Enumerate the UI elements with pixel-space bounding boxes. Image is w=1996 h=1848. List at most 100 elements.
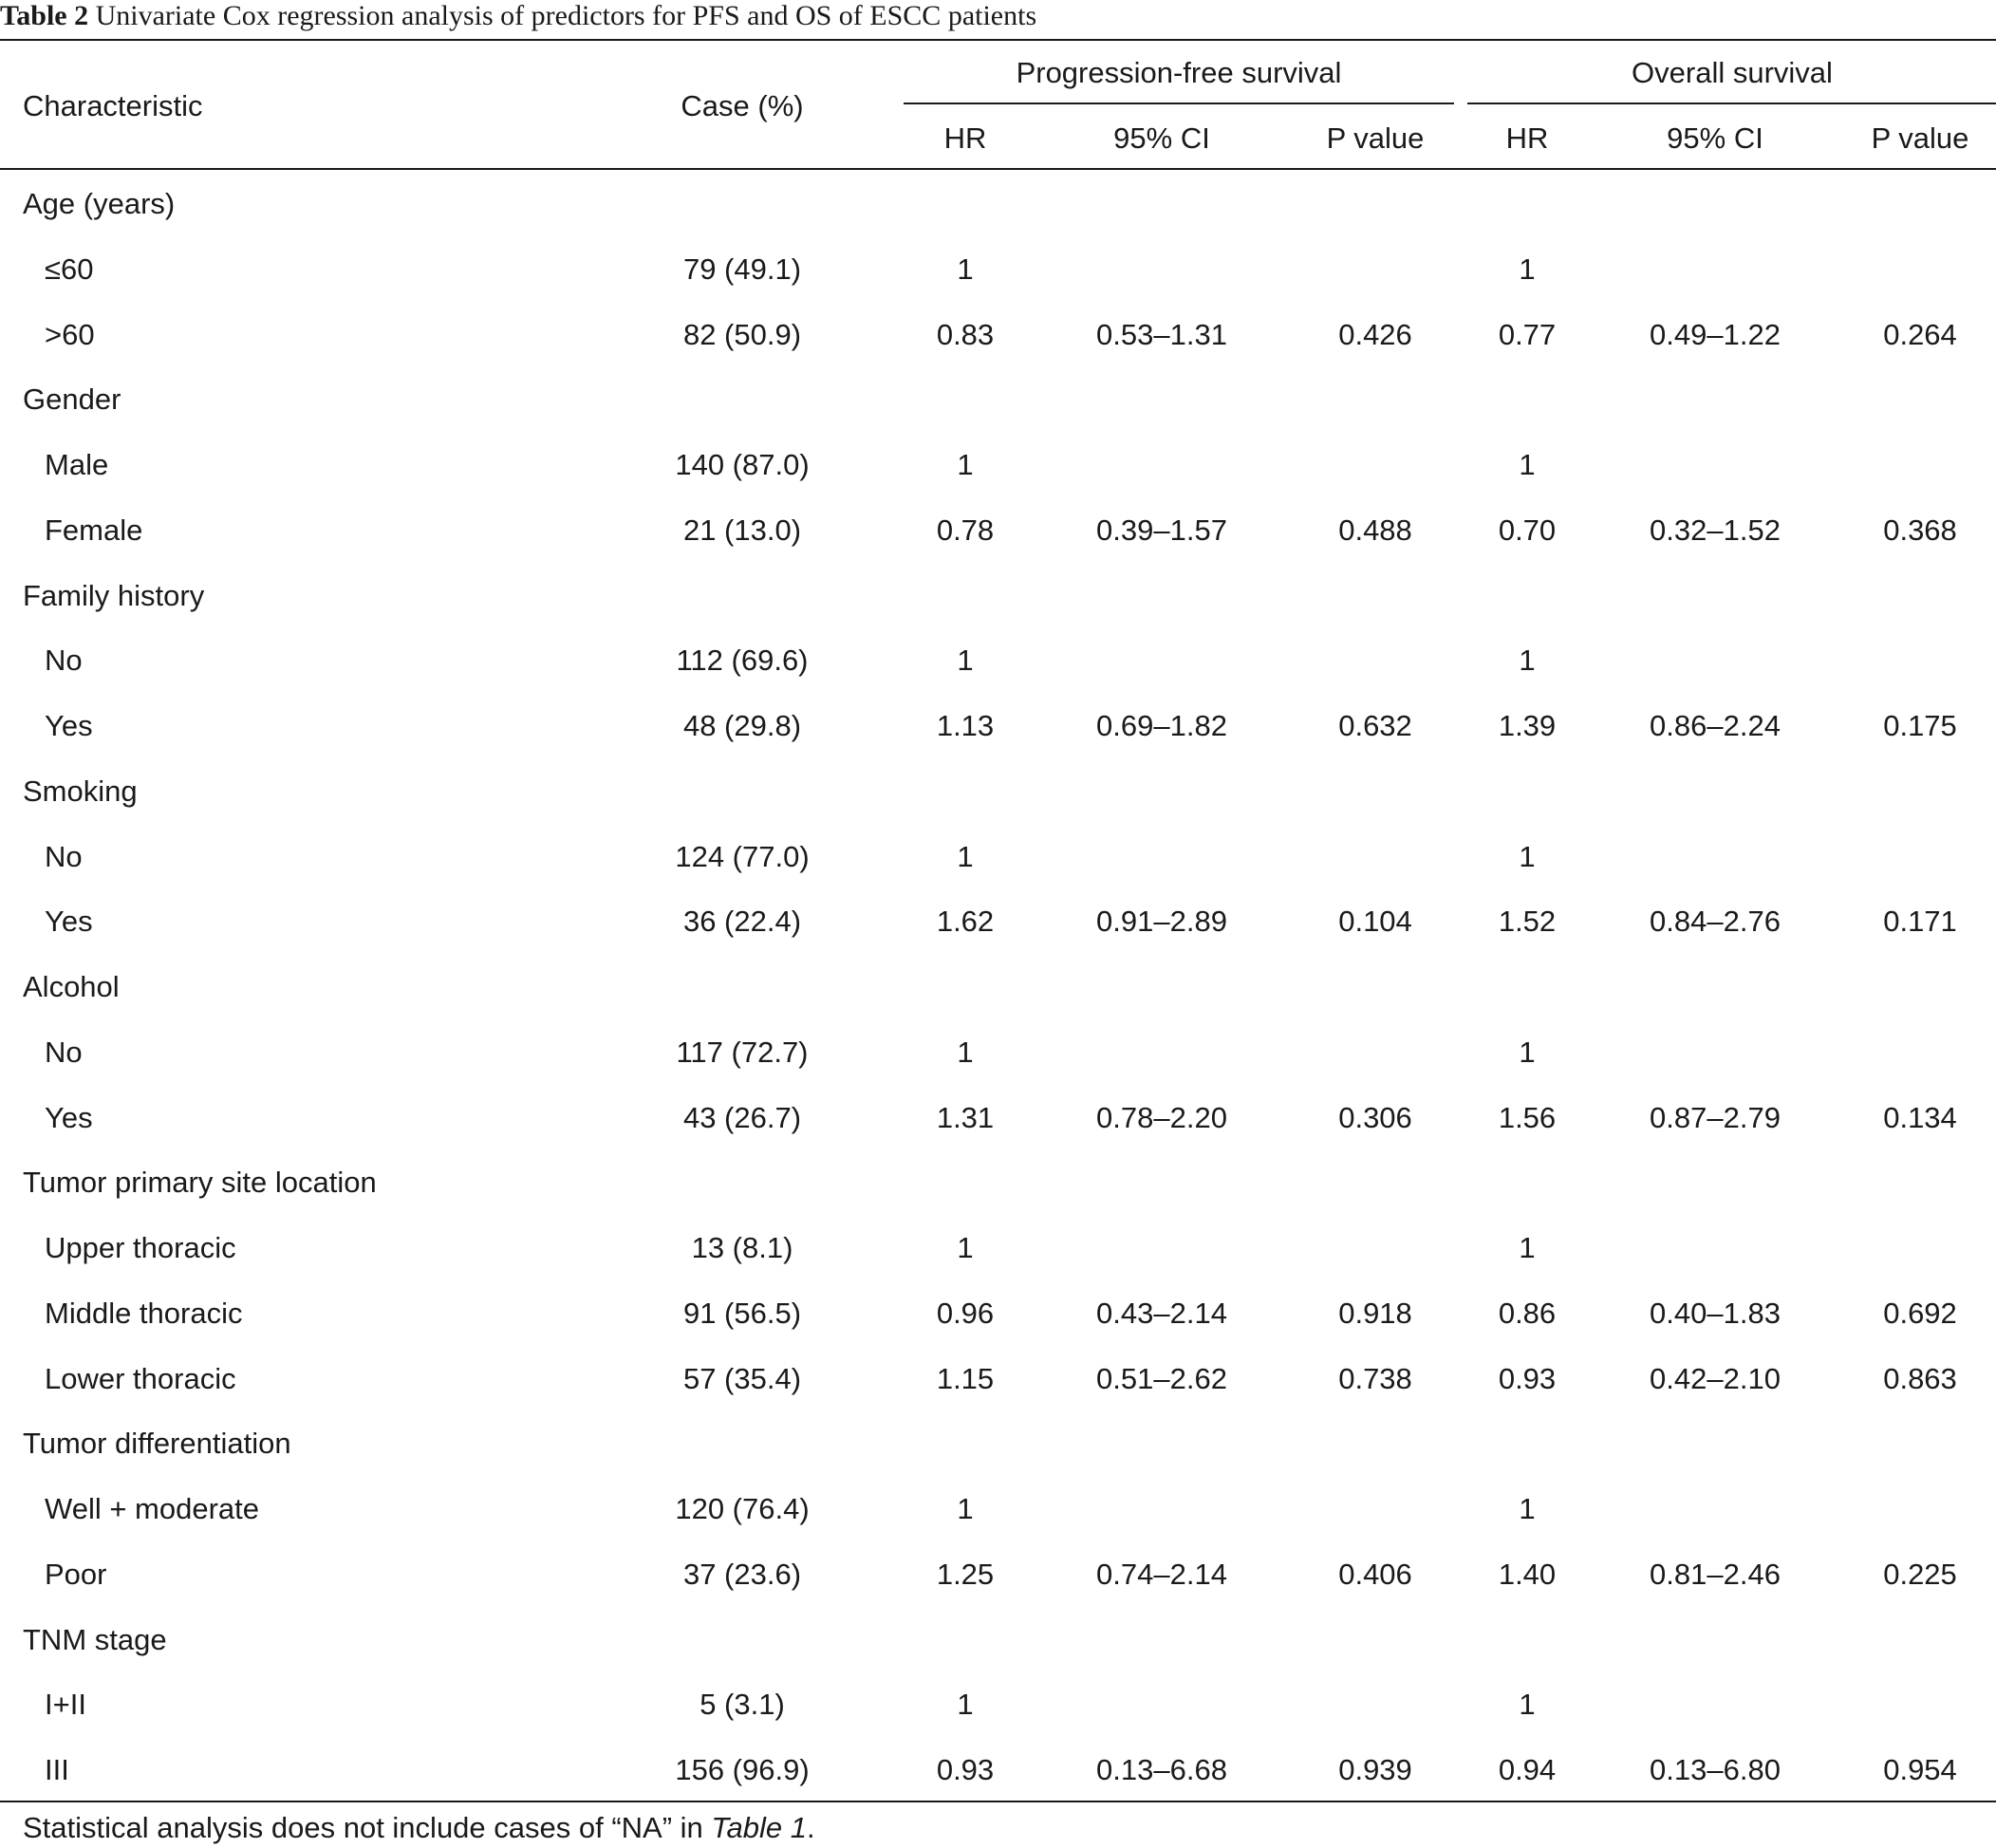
row-label: Yes	[45, 1101, 93, 1134]
cell-pfs-hr: 1	[957, 1688, 974, 1721]
table-caption: Table 2 Univariate Cox regression analys…	[0, 0, 1036, 36]
cell-os-ci: 0.42–2.10	[1650, 1362, 1781, 1395]
cell-os-hr: 1.56	[1498, 1101, 1557, 1134]
footnote-table-ref: Table 1	[711, 1811, 807, 1844]
cell-os-hr: 0.93	[1498, 1362, 1557, 1395]
cell-pfs-hr: 1.15	[936, 1362, 995, 1395]
cell-case: 36 (22.4)	[682, 905, 802, 938]
row-label: Upper thoracic	[45, 1231, 236, 1264]
cell-os-p: 0.225	[1883, 1558, 1957, 1591]
row-label: Lower thoracic	[45, 1362, 236, 1395]
cell-os-hr: 0.77	[1498, 318, 1557, 351]
os-group-rule	[1467, 103, 1996, 104]
group-label: Alcohol	[23, 970, 120, 1003]
cell-pfs-hr: 1.13	[936, 709, 995, 742]
cell-os-p: 0.954	[1883, 1753, 1957, 1786]
cell-pfs-ci: 0.43–2.14	[1096, 1297, 1227, 1330]
cell-pfs-p: 0.632	[1338, 709, 1412, 742]
cell-case: 120 (76.4)	[675, 1492, 810, 1525]
cell-os-ci: 0.40–1.83	[1650, 1297, 1781, 1330]
cell-pfs-ci: 0.74–2.14	[1096, 1558, 1227, 1591]
cell-pfs-p: 0.738	[1338, 1362, 1412, 1395]
cell-os-ci: 0.32–1.52	[1650, 513, 1781, 547]
row-label: ≤60	[45, 252, 94, 286]
cell-os-ci: 0.81–2.46	[1650, 1558, 1781, 1591]
cell-case: 37 (23.6)	[682, 1558, 802, 1591]
header-group-os: Overall survival	[1632, 56, 1833, 89]
table-title: Univariate Cox regression analysis of pr…	[95, 0, 1037, 31]
bottom-rule	[0, 1801, 1996, 1802]
footnote: Statistical analysis does not include ca…	[23, 1811, 815, 1845]
header-os-p: P value	[1871, 121, 1969, 155]
cell-os-p: 0.171	[1883, 905, 1957, 938]
cell-pfs-ci: 0.91–2.89	[1096, 905, 1227, 938]
row-label: III	[45, 1753, 69, 1786]
row-label: >60	[45, 318, 95, 351]
cell-pfs-ci: 0.69–1.82	[1096, 709, 1227, 742]
cell-case: 79 (49.1)	[682, 252, 802, 286]
cell-os-p: 0.368	[1883, 513, 1957, 547]
row-label: No	[45, 644, 83, 677]
cell-pfs-p: 0.939	[1338, 1753, 1412, 1786]
pfs-group-rule	[904, 103, 1454, 104]
row-label: Male	[45, 448, 109, 481]
cell-case: 140 (87.0)	[675, 448, 810, 481]
top-rule	[0, 39, 1996, 41]
cell-os-p: 0.134	[1883, 1101, 1957, 1134]
cell-os-p: 0.863	[1883, 1362, 1957, 1395]
cell-os-hr: 1	[1519, 448, 1536, 481]
cell-os-ci: 0.49–1.22	[1650, 318, 1781, 351]
header-case: Case (%)	[681, 89, 804, 122]
cell-pfs-hr: 1.31	[936, 1101, 995, 1134]
cell-pfs-hr: 1.62	[936, 905, 995, 938]
row-label: Female	[45, 513, 143, 547]
header-os-hr: HR	[1505, 121, 1549, 155]
header-pfs-p: P value	[1326, 121, 1425, 155]
cell-pfs-hr: 0.78	[936, 513, 995, 547]
cell-os-p: 0.692	[1883, 1297, 1957, 1330]
cell-pfs-hr: 1.25	[936, 1558, 995, 1591]
cell-pfs-ci: 0.39–1.57	[1096, 513, 1227, 547]
cell-os-hr: 1	[1519, 252, 1536, 286]
cell-os-hr: 0.94	[1498, 1753, 1557, 1786]
cell-os-hr: 1.52	[1498, 905, 1557, 938]
cell-os-ci: 0.87–2.79	[1650, 1101, 1781, 1134]
row-label: Poor	[45, 1558, 107, 1591]
cell-os-hr: 1.40	[1498, 1558, 1557, 1591]
cell-os-hr: 1	[1519, 1492, 1536, 1525]
group-label: Tumor primary site location	[23, 1166, 377, 1199]
cell-pfs-ci: 0.53–1.31	[1096, 318, 1227, 351]
cell-pfs-hr: 1	[957, 840, 974, 873]
header-characteristic: Characteristic	[23, 89, 203, 122]
cell-pfs-p: 0.104	[1338, 905, 1412, 938]
cell-pfs-hr: 1	[957, 644, 974, 677]
cell-os-hr: 1	[1519, 1231, 1536, 1264]
cell-pfs-hr: 1	[957, 1492, 974, 1525]
footnote-end: .	[806, 1811, 815, 1844]
cell-pfs-hr: 0.93	[936, 1753, 995, 1786]
header-group-pfs: Progression-free survival	[1016, 56, 1342, 89]
cell-os-hr: 1.39	[1498, 709, 1557, 742]
cell-case: 91 (56.5)	[682, 1297, 802, 1330]
cell-pfs-p: 0.406	[1338, 1558, 1412, 1591]
cell-os-hr: 1	[1519, 644, 1536, 677]
group-label: Smoking	[23, 775, 138, 808]
row-label: Yes	[45, 905, 93, 938]
cell-os-hr: 1	[1519, 1036, 1536, 1069]
cell-os-hr: 0.86	[1498, 1297, 1557, 1330]
group-label: Age (years)	[23, 187, 176, 220]
cell-os-hr: 1	[1519, 840, 1536, 873]
cell-pfs-hr: 1	[957, 448, 974, 481]
cell-os-hr: 0.70	[1498, 513, 1557, 547]
cell-case: 13 (8.1)	[691, 1231, 793, 1264]
cell-case: 117 (72.7)	[676, 1036, 809, 1069]
group-label: Tumor differentiation	[23, 1427, 291, 1460]
table-label: Table 2	[0, 0, 89, 31]
cell-case: 48 (29.8)	[682, 709, 802, 742]
cell-pfs-p: 0.918	[1338, 1297, 1412, 1330]
cell-pfs-hr: 1	[957, 252, 974, 286]
cell-pfs-hr: 0.83	[936, 318, 995, 351]
cell-os-p: 0.175	[1883, 709, 1957, 742]
row-label: No	[45, 1036, 83, 1069]
cell-pfs-hr: 1	[957, 1231, 974, 1264]
